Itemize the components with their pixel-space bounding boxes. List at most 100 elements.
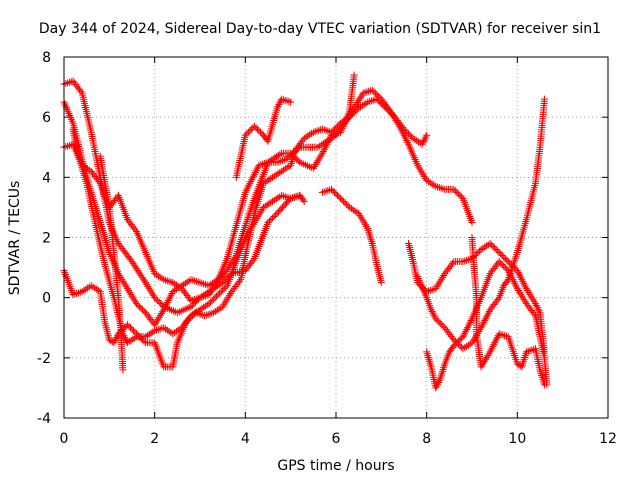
data-point [75, 289, 83, 297]
data-point [497, 259, 505, 267]
data-point [217, 288, 225, 296]
data-point [320, 188, 328, 196]
data-point [432, 384, 440, 392]
data-point [73, 289, 81, 297]
data-point [368, 86, 376, 94]
data-point [434, 379, 442, 387]
data-point [270, 212, 278, 220]
data-point [421, 135, 429, 143]
data-point [427, 361, 435, 369]
data-point [205, 300, 213, 308]
data-point [366, 87, 374, 95]
data-point [160, 306, 168, 314]
data-point [308, 129, 316, 137]
data-point [296, 191, 304, 199]
data-point [160, 324, 168, 332]
data-point [165, 277, 173, 285]
x-tick-label: 4 [241, 431, 250, 447]
data-point [304, 132, 312, 140]
data-point [494, 295, 502, 303]
data-point [134, 266, 142, 274]
data-point [311, 128, 319, 136]
data-point [515, 270, 523, 278]
data-point [426, 357, 433, 365]
data-point [450, 342, 458, 350]
data-point [533, 303, 541, 311]
data-point [487, 346, 495, 354]
data-point [480, 318, 488, 326]
data-point [374, 97, 382, 105]
data-point [111, 337, 119, 345]
data-point [484, 309, 492, 317]
data-point [113, 333, 121, 341]
y-tick-label: 0 [42, 291, 51, 307]
data-point [406, 131, 414, 139]
data-point [133, 300, 141, 308]
data-point [516, 272, 524, 280]
data-point [463, 342, 471, 350]
data-point [377, 279, 385, 287]
data-point [478, 322, 486, 330]
data-point [228, 259, 236, 267]
data-point [465, 320, 473, 328]
data-point [263, 177, 271, 185]
data-point [319, 140, 327, 148]
data-point [274, 170, 282, 178]
data-point [64, 142, 72, 150]
x-tick-label: 0 [60, 431, 69, 447]
data-point [250, 170, 258, 178]
data-point [341, 199, 349, 207]
data-point [430, 311, 438, 319]
data-point [154, 272, 162, 280]
x-tick-labels: 0 2 4 6 8 10 12 [60, 431, 617, 447]
data-point [518, 276, 526, 284]
data-point [433, 316, 441, 324]
data-point [128, 258, 136, 266]
data-point [130, 327, 138, 335]
data-point [244, 128, 252, 136]
data-point [267, 199, 275, 207]
data-point [520, 279, 528, 287]
data-point [242, 187, 250, 195]
data-point [430, 181, 438, 189]
data-point [247, 125, 255, 133]
data-point [439, 367, 447, 375]
data-point [532, 301, 540, 309]
data-point [415, 138, 423, 146]
y-tick-label: 2 [42, 231, 51, 247]
data-point [349, 110, 357, 118]
data-point [318, 125, 326, 133]
data-point [355, 104, 363, 112]
data-point [477, 246, 485, 254]
data-point [165, 295, 173, 303]
data-point [492, 335, 500, 343]
data-point [347, 205, 355, 213]
data-point [504, 267, 512, 275]
data-point [409, 134, 417, 142]
data-point [162, 276, 170, 284]
data-point [434, 380, 442, 388]
data-point [174, 326, 182, 334]
data-point [201, 302, 209, 310]
data-point [162, 325, 170, 333]
data-point [382, 104, 390, 112]
data-point [142, 333, 150, 341]
data-point [201, 292, 209, 300]
data-point [500, 253, 508, 261]
series-track-c [60, 86, 476, 305]
data-point [521, 281, 529, 289]
data-point [360, 101, 368, 109]
data-point [330, 132, 338, 140]
data-point [466, 340, 474, 348]
y-tick-labels: -4 -2 0 2 4 6 8 [37, 50, 51, 427]
x-tick-label: 10 [508, 431, 526, 447]
data-point [449, 259, 457, 267]
data-point [162, 300, 170, 308]
data-point [521, 283, 529, 291]
data-point [171, 286, 179, 294]
data-point [350, 71, 358, 79]
data-point [89, 283, 97, 291]
data-point [400, 125, 408, 133]
data-point [439, 185, 447, 193]
